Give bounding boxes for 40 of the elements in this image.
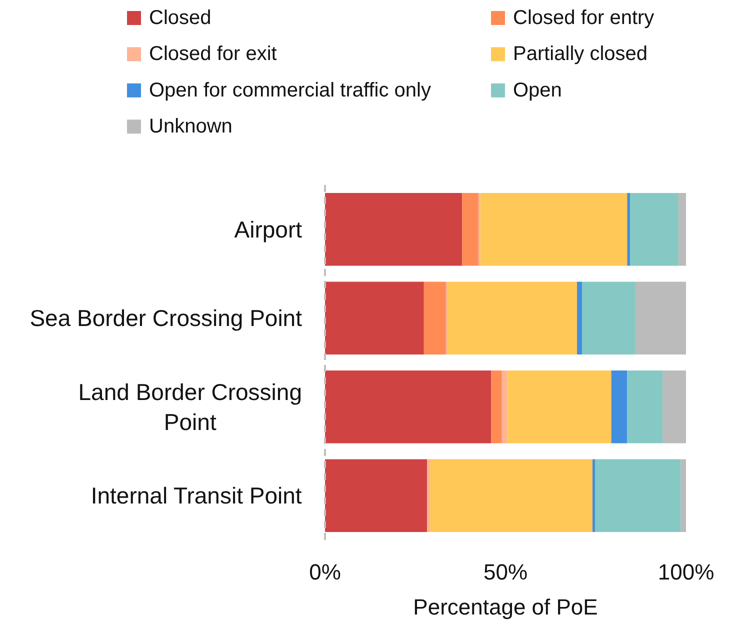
bar [592, 459, 596, 532]
y-tick-label: Airport [234, 216, 303, 242]
legend-label: Open [513, 79, 562, 102]
bar [325, 192, 462, 266]
bar [678, 192, 686, 266]
bar [491, 370, 502, 444]
bar [430, 459, 592, 532]
legend-label: Closed [149, 7, 212, 29]
x-axis-title: Percentage of PoE [413, 594, 598, 620]
bar [576, 282, 582, 355]
bar [424, 282, 446, 355]
legend-label: Closed for entry [513, 7, 654, 29]
bar [502, 370, 508, 444]
bar [507, 370, 612, 444]
legend-label: Closed for exit [149, 43, 278, 66]
bar [595, 459, 681, 532]
y-tick-label: Internal Transit Point [90, 482, 302, 509]
bar [635, 282, 686, 355]
bar [680, 459, 686, 532]
bar [627, 370, 663, 444]
bar [480, 192, 628, 266]
bar [325, 370, 492, 444]
x-tick-label: 0% [309, 560, 341, 584]
bar [325, 282, 424, 355]
bar [462, 192, 478, 266]
bar [582, 282, 636, 355]
legend-label: Partially closed [513, 43, 648, 66]
bar [630, 192, 678, 266]
legend-label: Unknown [149, 116, 232, 138]
y-tick-label: Land Border Crossing Point [78, 378, 302, 435]
bar [611, 370, 628, 444]
bar [427, 459, 430, 532]
x-tick-label: 50% [483, 560, 528, 584]
bar [627, 192, 630, 266]
x-tick-label: 100% [658, 560, 714, 584]
legend-label: Open for commercial traffic only [149, 79, 431, 102]
bar [448, 282, 577, 355]
bar [325, 459, 428, 532]
y-tick-label: Sea Border Crossing Point [30, 305, 303, 332]
bar [662, 370, 686, 444]
